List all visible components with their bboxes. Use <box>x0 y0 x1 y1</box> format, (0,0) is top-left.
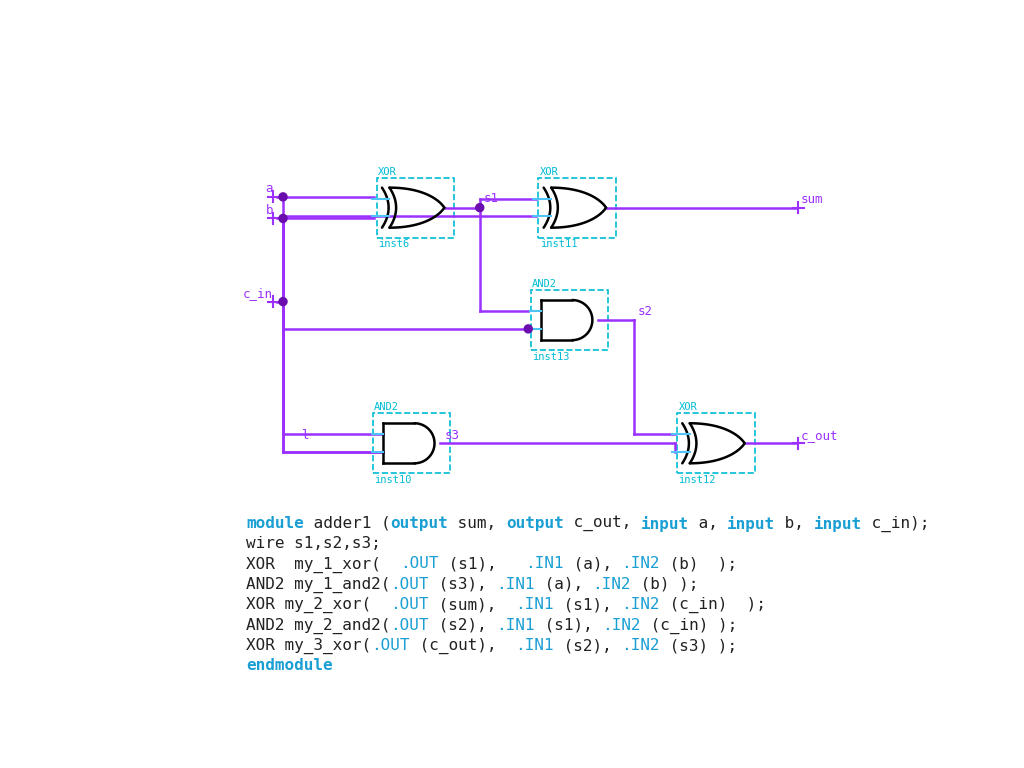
Text: inst13: inst13 <box>532 352 569 362</box>
Bar <box>530 290 608 350</box>
Text: AND2: AND2 <box>374 402 399 412</box>
Text: (s3),: (s3), <box>429 577 497 592</box>
Text: c_in);: c_in); <box>862 515 930 532</box>
Text: output: output <box>506 515 563 531</box>
Text: .IN1: .IN1 <box>497 577 535 592</box>
Text: .IN1: .IN1 <box>525 557 563 571</box>
Text: XOR: XOR <box>378 167 397 177</box>
Text: input: input <box>641 515 689 531</box>
Text: (sum),: (sum), <box>429 598 515 612</box>
Text: .IN2: .IN2 <box>622 557 659 571</box>
Text: output: output <box>390 515 449 531</box>
Text: .OUT: .OUT <box>390 617 429 633</box>
Text: XOR: XOR <box>540 167 558 177</box>
Text: (s3) );: (s3) ); <box>659 638 737 653</box>
Circle shape <box>279 214 287 223</box>
Text: (s2),: (s2), <box>429 617 497 633</box>
Text: .IN2: .IN2 <box>593 577 631 592</box>
Text: wire s1,s2,s3;: wire s1,s2,s3; <box>246 536 381 551</box>
Text: .IN2: .IN2 <box>622 598 659 612</box>
Text: c_out: c_out <box>801 429 838 442</box>
Text: (s2),: (s2), <box>554 638 622 653</box>
Text: XOR my_3_xor(: XOR my_3_xor( <box>246 638 371 654</box>
Text: (c_in)  );: (c_in) ); <box>659 598 766 614</box>
Text: (c_in) );: (c_in) ); <box>641 617 737 634</box>
Text: (b)  );: (b) ); <box>659 557 737 571</box>
Text: inst6: inst6 <box>378 239 410 250</box>
Bar <box>377 177 455 237</box>
Text: .IN2: .IN2 <box>622 638 659 653</box>
Text: inst10: inst10 <box>374 475 412 485</box>
Bar <box>539 177 616 237</box>
Circle shape <box>279 297 287 306</box>
Text: .IN1: .IN1 <box>515 638 554 653</box>
Text: XOR  my_1_xor(: XOR my_1_xor( <box>246 557 400 573</box>
Text: a,: a, <box>689 515 727 531</box>
Text: .IN2: .IN2 <box>602 617 641 633</box>
Text: inst11: inst11 <box>540 239 578 250</box>
Text: .OUT: .OUT <box>390 577 429 592</box>
Text: .IN1: .IN1 <box>515 598 554 612</box>
Text: module: module <box>246 515 304 531</box>
Text: (c_out),: (c_out), <box>410 638 515 654</box>
Text: input: input <box>727 515 775 531</box>
Text: b,: b, <box>775 515 814 531</box>
Text: .IN1: .IN1 <box>497 617 535 633</box>
Text: (s1),: (s1), <box>554 598 622 612</box>
Text: c_in: c_in <box>243 287 273 300</box>
Text: (a),: (a), <box>535 577 593 592</box>
Text: s2: s2 <box>638 306 652 319</box>
Text: XOR: XOR <box>679 402 697 412</box>
Bar <box>677 413 755 473</box>
Circle shape <box>476 204 483 212</box>
Text: XOR my_2_xor(: XOR my_2_xor( <box>246 598 390 614</box>
Text: .OUT: .OUT <box>390 598 429 612</box>
Text: sum: sum <box>801 193 823 206</box>
Text: AND2: AND2 <box>532 280 557 290</box>
Text: s1: s1 <box>483 192 499 205</box>
Text: (b) );: (b) ); <box>631 577 698 592</box>
Text: b: b <box>265 204 273 217</box>
Text: adder1 (: adder1 ( <box>304 515 390 531</box>
Text: endmodule: endmodule <box>246 658 333 674</box>
Text: .OUT: .OUT <box>400 557 438 571</box>
Bar <box>373 413 451 473</box>
Text: sum,: sum, <box>449 515 506 531</box>
Circle shape <box>524 325 532 333</box>
Text: a: a <box>265 182 273 195</box>
Circle shape <box>279 193 287 201</box>
Text: AND2 my_1_and2(: AND2 my_1_and2( <box>246 577 390 593</box>
Text: s3: s3 <box>444 429 460 442</box>
Text: .OUT: .OUT <box>371 638 410 653</box>
Text: (a),: (a), <box>563 557 622 571</box>
Text: (s1),: (s1), <box>438 557 525 571</box>
Text: l: l <box>301 429 309 442</box>
Text: (s1),: (s1), <box>535 617 602 633</box>
Text: AND2 my_2_and2(: AND2 my_2_and2( <box>246 617 390 634</box>
Text: c_out,: c_out, <box>563 515 641 531</box>
Text: input: input <box>814 515 862 531</box>
Text: inst12: inst12 <box>679 475 716 485</box>
